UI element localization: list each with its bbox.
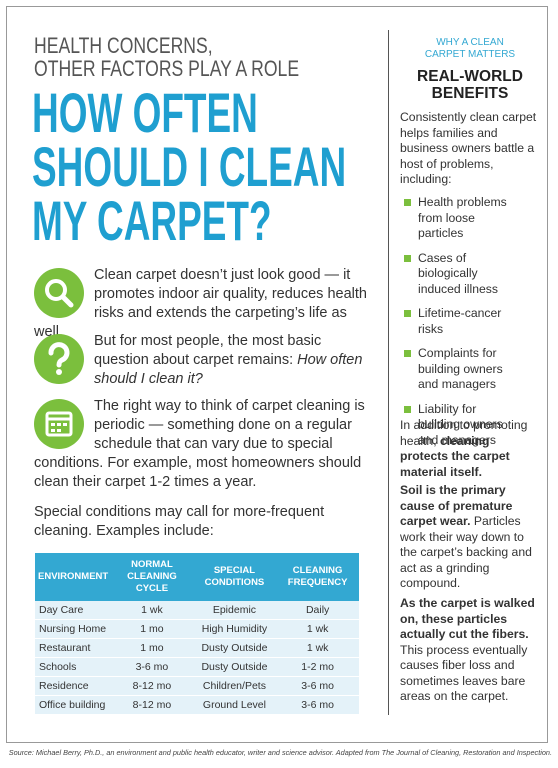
text: In addition to promoting health, <box>400 418 528 448</box>
table-cell: 8-12 mo <box>111 676 193 696</box>
paragraph-text: But for most people, the most basic ques… <box>94 333 322 368</box>
paragraph-text: The right way to think of carpet cleanin… <box>34 398 365 490</box>
table-cell: Schools <box>35 657 112 677</box>
table-cell: Children/Pets <box>192 676 277 696</box>
title-line: MY CARPET? <box>32 189 272 252</box>
bullet: Complaints for building owners and manag… <box>400 346 518 393</box>
sidebar-kicker: WHY A CLEAN CARPET MATTERS <box>400 37 540 61</box>
title-line: HOW OFTEN <box>32 81 258 144</box>
sidebar-title-line: BENEFITS <box>431 85 509 102</box>
table-cell: 1 wk <box>276 619 359 639</box>
column-header: NORMAL CLEANING CYCLE <box>111 553 193 601</box>
table-cell: Day Care <box>35 601 112 620</box>
calendar-icon <box>34 399 84 449</box>
table-cell: 3-6 mo <box>111 657 193 677</box>
source: Source: Michael Berry, Ph.D., an environ… <box>8 748 552 757</box>
bold-text: As the carpet is walked on, these partic… <box>400 596 535 641</box>
table-cell: Restaurant <box>35 638 112 658</box>
table-cell: Ground Level <box>192 695 277 715</box>
table-row: Restaurant 1 mo Dusty Outside 1 wk <box>35 638 359 658</box>
bullet: Cases of biologically induced illness <box>400 251 518 298</box>
frequency-table: ENVIRONMENT NORMAL CLEANING CYCLE SPECIAL … <box>35 553 359 715</box>
search-icon <box>34 268 84 318</box>
paragraph: The right way to think of carpet cleanin… <box>34 397 374 492</box>
sidebar-paragraph: As the carpet is walked on, these partic… <box>400 596 540 705</box>
table-cell: Daily <box>276 601 359 620</box>
header-row: ENVIRONMENT NORMAL CLEANING CYCLE SPECIAL … <box>35 553 359 601</box>
table-cell: 3-6 mo <box>276 676 359 696</box>
table-cell: Office building <box>35 695 112 715</box>
table-row: Residence 8-12 mo Children/Pets 3-6 mo <box>35 676 359 696</box>
table-body: Day Care 1 wk Epidemic Daily Nursing Home 1 m… <box>35 601 359 715</box>
bold-text: Soil is the primary cause of premature c… <box>400 483 513 528</box>
bullet: Liability for building owners and manage… <box>400 402 518 449</box>
title-line: SHOULD I CLEAN <box>32 135 347 198</box>
kicker: HEALTH CONCERNS, OTHER FACTORS PLAY A RO… <box>34 34 299 80</box>
paragraph-italic: How often should I clean it? <box>94 352 363 387</box>
frame <box>6 6 548 743</box>
table-row: Day Care 1 wk Epidemic Daily <box>35 601 359 620</box>
bullet: Lifetime-cancer risks <box>400 306 518 337</box>
question-icon <box>34 334 84 384</box>
table-cell: 1-2 mo <box>276 657 359 677</box>
kicker-line: OTHER FACTORS PLAY A ROLE <box>34 56 300 81</box>
table-cell: Nursing Home <box>35 619 112 639</box>
table-cell: 8-12 mo <box>111 695 193 715</box>
sidebar-paragraph: In addition to promoting health, cleanin… <box>400 418 540 480</box>
text: Particles work their way down to the car… <box>400 514 532 590</box>
bold-text: cleaning protects the carpet material it… <box>400 433 510 479</box>
kicker-line: HEALTH CONCERNS, <box>34 33 213 58</box>
sidebar-kicker-line: WHY A CLEAN <box>436 37 504 48</box>
table-cell: 1 mo <box>111 619 193 639</box>
sidebar-intro: Consistently clean carpet helps families… <box>400 110 537 186</box>
table-cell: Residence <box>35 676 112 696</box>
column-header: ENVIRONMENT <box>35 553 112 601</box>
table-row: Office building 8-12 mo Ground Level 3-6 mo <box>35 695 359 715</box>
sidebar-title: REAL-WORLD BENEFITS <box>400 68 540 102</box>
table-row: Schools 3-6 mo Dusty Outside 1-2 mo <box>35 657 359 677</box>
table-cell: High Humidity <box>192 619 277 639</box>
sidebar-paragraph: Soil is the primary cause of premature c… <box>400 483 540 592</box>
paragraph: Clean carpet doesn’t just look good — it… <box>34 266 374 342</box>
bullet-list: Health problems from loose particles Case… <box>400 195 540 457</box>
column-header: CLEANING FREQUENCY <box>276 553 359 601</box>
paragraph: But for most people, the most basic ques… <box>34 332 374 389</box>
table-cell: 3-6 mo <box>276 695 359 715</box>
divider <box>388 30 389 715</box>
table-cell: Dusty Outside <box>192 638 277 658</box>
table-cell: 1 wk <box>111 601 193 620</box>
bullet: Health problems from loose particles <box>400 195 518 242</box>
sidebar-title-line: REAL-WORLD <box>417 68 523 85</box>
table-row: Nursing Home 1 mo High Humidity 1 wk <box>35 619 359 639</box>
table-cell: 1 wk <box>276 638 359 658</box>
table-cell: 1 mo <box>111 638 193 658</box>
table-cell: Dusty Outside <box>192 657 277 677</box>
lead-text: Special conditions may call for more-fre… <box>34 504 325 539</box>
column-header: SPECIAL CONDITIONS <box>192 553 277 601</box>
sidebar-kicker-line: CARPET MATTERS <box>424 49 516 60</box>
table-cell: Epidemic <box>192 601 277 620</box>
title: HOW OFTEN SHOULD I CLEAN MY CARPET? <box>32 81 347 252</box>
text: This process eventually causes fiber los… <box>400 642 528 704</box>
